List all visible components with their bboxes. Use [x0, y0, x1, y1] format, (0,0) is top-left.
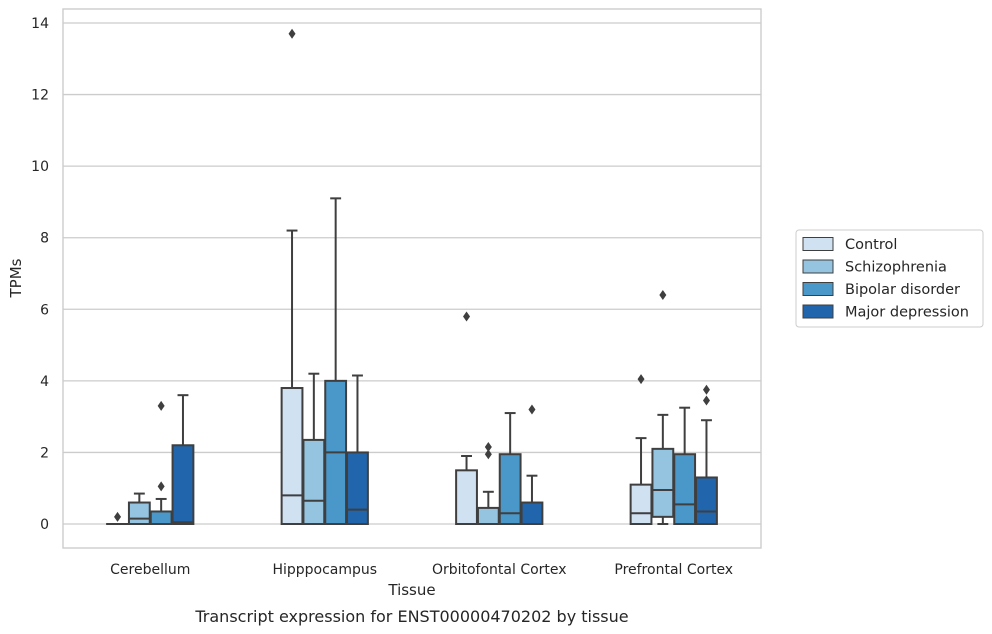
box [346, 451, 369, 525]
legend-label: Bipolar disorder [845, 282, 960, 298]
y-tick-label: 10 [31, 159, 49, 175]
box [149, 510, 173, 526]
x-tick-label: Orbitofontal Cortex [432, 562, 567, 578]
x-tick-label: Cerebellum [110, 562, 190, 578]
outlier-point [114, 511, 122, 522]
box-group [498, 412, 522, 526]
outlier-point [484, 442, 492, 453]
outlier-point [528, 404, 536, 415]
outlier-point [484, 449, 492, 460]
legend-label: Major depression [845, 305, 969, 321]
box [127, 501, 151, 525]
box [629, 483, 653, 525]
legend-swatch [802, 259, 834, 274]
box [520, 501, 544, 525]
x-axis-title: Tissue [387, 581, 435, 599]
box-group [476, 442, 500, 525]
x-tick-label: Hipppocampus [272, 562, 377, 578]
box-group [324, 197, 348, 525]
y-tick-label: 6 [40, 302, 49, 318]
y-tick-label: 0 [40, 517, 49, 533]
y-axis: 0 2 4 6 8 10 12 14 [31, 16, 49, 533]
box [455, 469, 478, 526]
outlier-point [157, 400, 165, 411]
box-group [455, 311, 478, 526]
box [476, 506, 500, 525]
plot-area-frame [62, 8, 762, 549]
legend-label: Schizophrenia [845, 260, 947, 276]
box-group [520, 404, 544, 525]
y-tick-label: 8 [40, 231, 49, 247]
legend: Control Schizophrenia Bipolar disorder Majo… [795, 229, 984, 328]
box-group [302, 372, 326, 525]
y-tick-label: 2 [40, 445, 49, 461]
outlier-point [157, 481, 165, 492]
box-group [651, 289, 675, 525]
box [673, 453, 697, 526]
outlier-point [659, 289, 667, 300]
box-group [106, 511, 129, 526]
y-axis-title: TPMs [7, 258, 25, 298]
boxes [106, 28, 718, 526]
outlier-point [637, 374, 645, 385]
box-group [629, 374, 653, 525]
box-group [695, 384, 718, 526]
box [695, 476, 718, 526]
outlier-point [463, 311, 471, 322]
chart-caption: Transcript expression for ENST0000047020… [194, 607, 628, 626]
legend-label: Control [845, 237, 897, 253]
box [498, 453, 522, 526]
outlier-point [702, 395, 710, 406]
y-tick-label: 4 [40, 374, 49, 390]
y-tick-label: 12 [31, 88, 49, 104]
legend-frame [795, 229, 984, 328]
box-group [127, 492, 151, 525]
box-group [149, 400, 173, 526]
legend-swatch [802, 237, 834, 251]
box-group [280, 28, 304, 525]
box-group [673, 406, 697, 526]
outlier-point [288, 28, 296, 39]
box [302, 438, 326, 525]
box [651, 447, 675, 518]
box [280, 387, 304, 525]
box-group [346, 374, 369, 525]
x-tick-label: Prefrontal Cortex [614, 562, 733, 578]
outlier-point [702, 384, 710, 395]
box-group [171, 394, 195, 525]
y-tick-label: 14 [31, 16, 49, 32]
legend-swatch [802, 304, 834, 319]
legend-swatch [802, 282, 834, 296]
x-axis: Cerebellum Hipppocampus Orbitofontal Corte… [110, 562, 733, 578]
box [171, 444, 195, 525]
